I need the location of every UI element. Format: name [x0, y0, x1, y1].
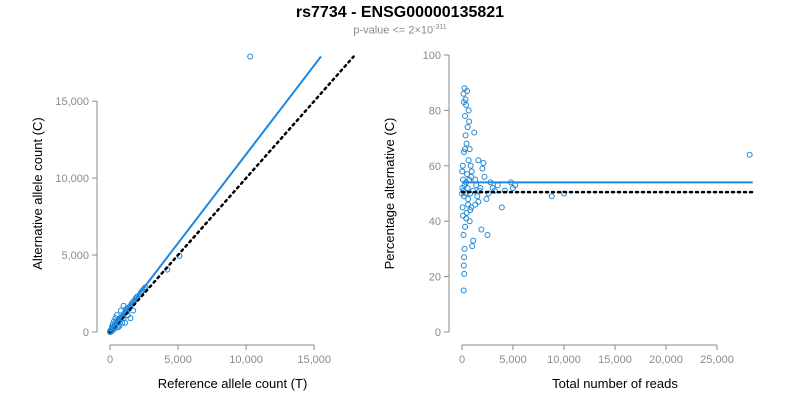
- right-data-point: [467, 162, 474, 169]
- right-data-point: [462, 96, 469, 103]
- left-x-axis-title: Reference allele count (T): [158, 376, 308, 391]
- right-data-point: [510, 184, 516, 191]
- right-y-tick-label: 80: [429, 105, 441, 117]
- right-data-point: [478, 226, 485, 233]
- right-data-point: [464, 171, 471, 178]
- right-panel: 0 5,000 10,000 15,000 20,000 25,000 0 20 40 60 80 1…: [382, 50, 754, 391]
- right-data-point: [459, 184, 466, 191]
- left-y-tick-label: 15,000: [55, 96, 89, 108]
- right-data-point: [463, 101, 470, 108]
- left-fit-line: [109, 55, 322, 333]
- right-data-point: [459, 204, 466, 211]
- right-data-point: [463, 140, 470, 147]
- right-data-point: [465, 196, 472, 203]
- right-y-axis-title: Percentage alternative (C): [382, 118, 397, 270]
- right-data-point: [460, 212, 467, 219]
- left-x-tick-label: 5,000: [164, 354, 192, 366]
- right-y-tick-label: 0: [435, 327, 441, 339]
- left-data-point: [107, 329, 114, 335]
- right-data-point: [479, 165, 486, 172]
- right-data-point: [471, 129, 478, 136]
- right-data-point: [475, 157, 482, 164]
- right-data-point: [476, 187, 483, 194]
- right-x-tick-label: 10,000: [547, 354, 581, 366]
- right-data-point: [460, 262, 467, 269]
- right-data-point: [461, 245, 468, 252]
- right-data-point: [469, 243, 476, 250]
- left-data-point: [134, 293, 141, 300]
- right-data-point: [464, 124, 471, 131]
- right-data-point: [464, 88, 471, 95]
- left-data-point: [117, 307, 124, 314]
- pvalue-exponent: -311: [433, 24, 447, 31]
- right-x-axis-title: Total number of reads: [552, 376, 678, 391]
- right-y-tick-label: 100: [423, 50, 441, 62]
- right-x-tick-label: 25,000: [700, 354, 734, 366]
- right-data-point: [465, 157, 472, 164]
- right-data-point: [481, 173, 488, 180]
- right-data-point: [462, 112, 469, 119]
- right-data-point: [460, 287, 467, 294]
- left-x-tick-label: 15,000: [297, 354, 331, 366]
- right-data-point: [483, 196, 490, 203]
- right-data-point: [474, 193, 481, 200]
- left-data-point: [120, 302, 127, 309]
- right-x-tick-label: 0: [459, 354, 465, 366]
- chart-title: rs7734 - ENSG00000135821: [295, 4, 505, 21]
- right-data-point: [480, 160, 487, 167]
- left-reference-line: [108, 55, 355, 334]
- right-data-point: [461, 148, 468, 155]
- left-x-tick-label: 10,000: [229, 354, 263, 366]
- right-data-point: [494, 182, 501, 189]
- right-data-point: [470, 237, 477, 244]
- left-data-point: [112, 315, 119, 322]
- right-data-point: [459, 162, 466, 169]
- right-data-point: [466, 118, 473, 125]
- right-data-point: [459, 168, 466, 175]
- right-data-point: [460, 232, 467, 239]
- right-data-point: [466, 146, 473, 153]
- right-y-tick-label: 20: [429, 272, 441, 284]
- left-y-axis-title: Alternative allele count (C): [30, 117, 45, 269]
- right-data-point: [463, 215, 470, 222]
- right-x-tick-label: 5,000: [499, 354, 527, 366]
- right-data-point: [465, 107, 472, 114]
- right-y-tick-label: 60: [429, 161, 441, 173]
- pvalue-text: p-value <= 2×10: [353, 24, 434, 37]
- right-data-point: [468, 168, 475, 175]
- right-data-point: [461, 254, 468, 261]
- right-y-tick-label: 40: [429, 216, 441, 228]
- left-data-point: [127, 315, 134, 322]
- right-data-point: [491, 187, 498, 194]
- right-data-point: [484, 232, 491, 239]
- left-panel: 0 5,000 10,000 15,000 0 5,000 10,000 15,000 Refe…: [30, 53, 355, 391]
- right-data-point: [746, 151, 753, 158]
- right-data-point: [548, 193, 555, 200]
- right-data-point: [466, 218, 473, 225]
- right-data-point: [461, 270, 468, 277]
- right-data-point: [475, 198, 482, 205]
- right-data-point: [477, 184, 484, 191]
- right-data-point: [470, 187, 477, 194]
- left-y-tick-label: 5,000: [61, 250, 89, 262]
- left-y-tick-label: 0: [83, 327, 89, 339]
- right-data-point: [460, 176, 467, 183]
- left-data-point: [247, 53, 254, 60]
- right-data-point: [498, 204, 505, 211]
- left-y-tick-label: 10,000: [55, 173, 89, 185]
- left-x-tick-label: 0: [107, 354, 113, 366]
- right-x-tick-label: 15,000: [598, 354, 632, 366]
- right-x-tick-label: 20,000: [649, 354, 683, 366]
- right-data-point: [462, 132, 469, 139]
- right-data-point: [467, 207, 474, 214]
- right-data-point: [472, 201, 479, 208]
- right-data-point: [462, 223, 469, 230]
- right-data-point: [473, 182, 480, 189]
- chart-subtitle: p-value <= 2×10-311: [0, 24, 800, 37]
- right-data-point: [465, 201, 472, 208]
- right-data-point: [468, 173, 475, 180]
